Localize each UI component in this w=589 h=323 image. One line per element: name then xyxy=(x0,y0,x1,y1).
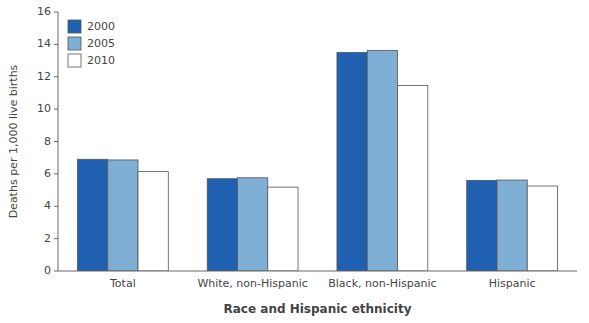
y-axis-label: Deaths per 1,000 live births xyxy=(7,64,20,218)
legend-label: 2010 xyxy=(87,54,115,67)
x-tick-label: White, non-Hispanic xyxy=(197,277,307,290)
y-tick xyxy=(54,12,58,13)
y-tick xyxy=(54,206,58,207)
y-tick-label: 16 xyxy=(37,5,51,18)
x-axis-line xyxy=(58,271,577,272)
y-tick-label: 6 xyxy=(44,167,51,180)
bar xyxy=(367,50,397,271)
y-tick xyxy=(54,44,58,45)
y-tick xyxy=(54,141,58,142)
bar xyxy=(527,186,557,271)
bar xyxy=(467,180,497,271)
bar xyxy=(77,159,107,271)
y-tick-label: 0 xyxy=(44,264,51,277)
bar xyxy=(207,179,237,271)
bar xyxy=(237,178,267,271)
y-tick xyxy=(54,271,58,272)
y-tick xyxy=(54,238,58,239)
y-tick-label: 4 xyxy=(44,199,51,212)
y-tick-label: 8 xyxy=(44,135,51,148)
legend-swatch xyxy=(68,37,81,50)
legend-swatch xyxy=(68,54,81,67)
y-tick-label: 14 xyxy=(37,37,51,50)
legend: 2000 2005 2010 xyxy=(68,20,115,67)
chart: 0 2 4 6 8 10 12 14 16 Total White, non-Hispanic Bla… xyxy=(0,0,589,323)
x-axis-label: Race and Hispanic ethnicity xyxy=(224,302,412,316)
y-tick xyxy=(54,76,58,77)
bar xyxy=(497,180,527,271)
x-tick-label: Hispanic xyxy=(489,277,536,290)
bar xyxy=(337,52,367,271)
y-tick xyxy=(54,109,58,110)
x-tick-label: Black, non-Hispanic xyxy=(328,277,436,290)
y-tick-label: 10 xyxy=(37,102,51,115)
legend-label: 2000 xyxy=(87,20,115,33)
bar xyxy=(268,187,298,271)
y-tick-label: 12 xyxy=(37,70,51,83)
legend-swatch xyxy=(68,20,81,33)
y-tick-label: 2 xyxy=(44,232,51,245)
bar xyxy=(108,160,138,271)
y-tick xyxy=(54,173,58,174)
legend-label: 2005 xyxy=(87,37,115,50)
bars xyxy=(77,50,557,271)
bar xyxy=(138,172,168,271)
bar xyxy=(398,85,428,271)
x-tick-label: Total xyxy=(109,277,136,290)
